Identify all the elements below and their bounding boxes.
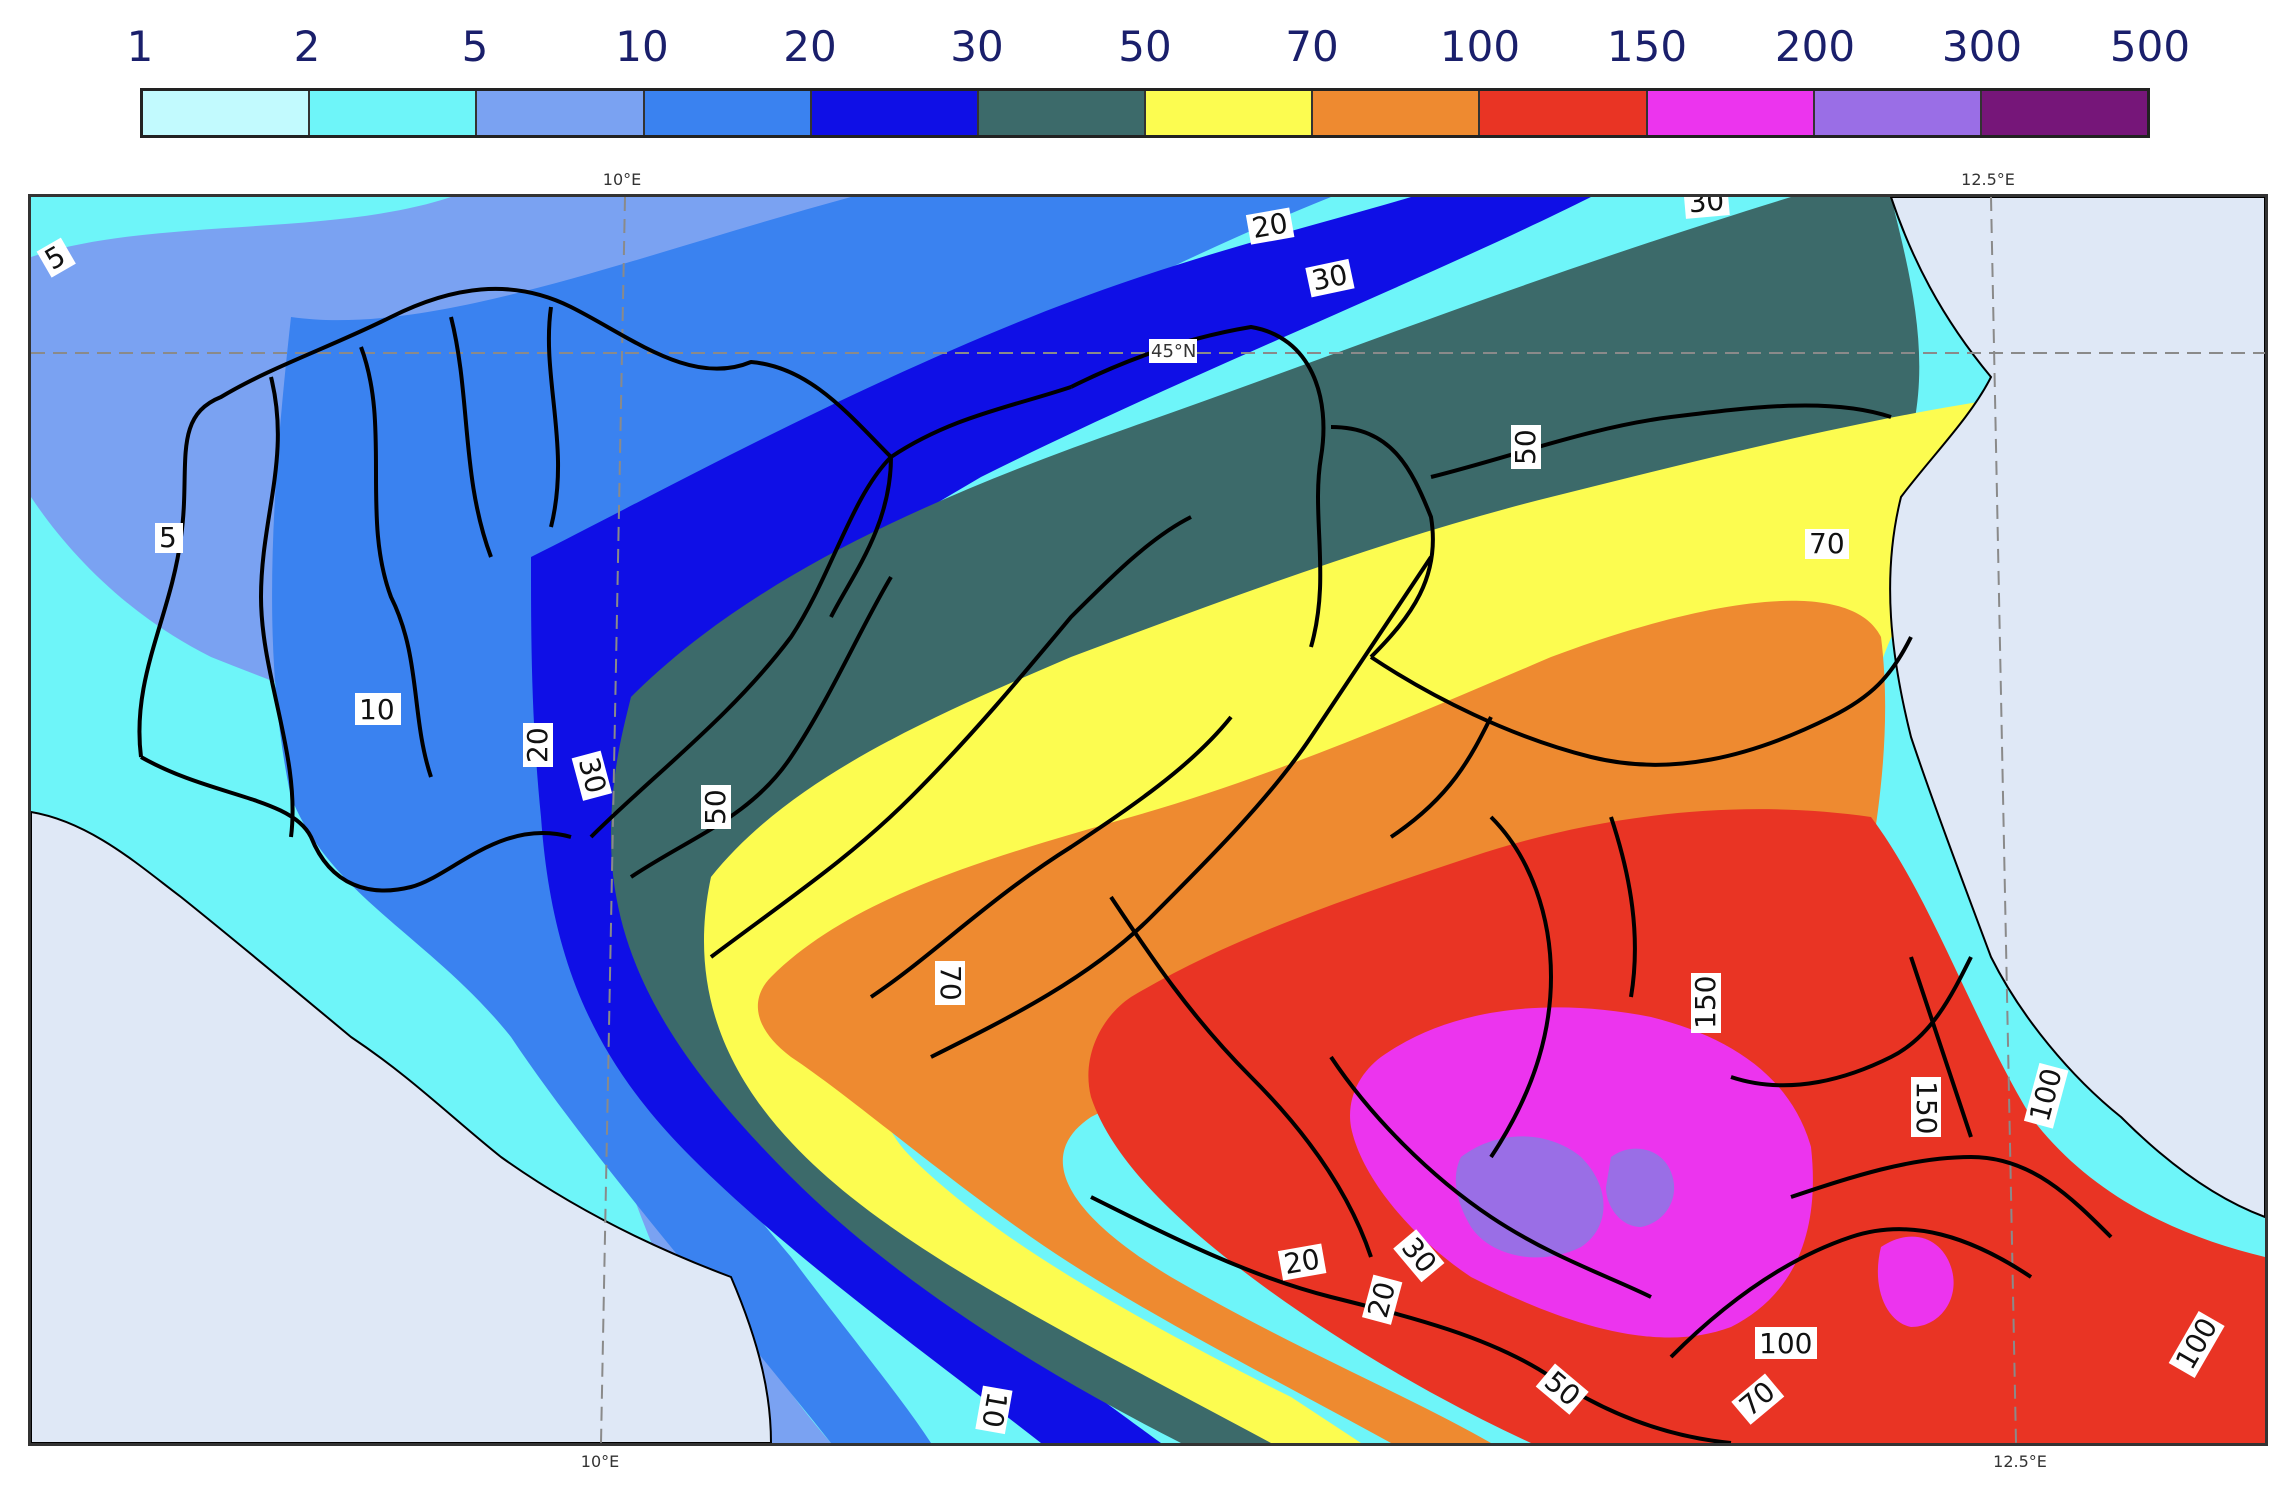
contour-label: 150 bbox=[1910, 1081, 1943, 1134]
legend-swatch bbox=[310, 91, 478, 135]
legend-label: 500 bbox=[2109, 22, 2191, 71]
boundary-center-2 bbox=[1109, 895, 1373, 1258]
boundary-west-inner-1 bbox=[259, 376, 295, 838]
boundary-south-1 bbox=[1090, 1195, 1553, 1379]
legend-swatch bbox=[1146, 91, 1314, 135]
legend-swatch bbox=[143, 91, 311, 135]
boundary-north-2 bbox=[1330, 425, 1435, 659]
legend-label: 10 bbox=[615, 22, 669, 71]
boundary-center-4 bbox=[1389, 716, 1493, 839]
legend-label: 30 bbox=[950, 22, 1004, 71]
legend-label: 2 bbox=[293, 22, 321, 71]
contour-label: 20 bbox=[1249, 206, 1290, 245]
boundary-west-inner-3 bbox=[449, 316, 493, 558]
contour-label: 50 bbox=[1509, 429, 1542, 465]
field-purple bbox=[1455, 1136, 1604, 1258]
boundary-west-inner-2 bbox=[359, 346, 433, 778]
basin-boundaries bbox=[137, 286, 2113, 1443]
contour-label: 10 bbox=[359, 693, 395, 726]
boundary-center-5 bbox=[1489, 815, 1553, 1159]
contour-label: 20 bbox=[1281, 1242, 1322, 1281]
legend-swatch bbox=[477, 91, 645, 135]
contour-label: 10 bbox=[975, 1389, 1014, 1430]
legend-swatch bbox=[811, 91, 979, 135]
grid-lon-12-5e bbox=[1990, 197, 2017, 1443]
boundary-mid-1 bbox=[589, 385, 1072, 839]
field-darkgreen bbox=[611, 197, 1920, 1443]
boundary-west-south bbox=[140, 755, 572, 893]
contour-label: 70 bbox=[1809, 527, 1845, 560]
boundary-east-3 bbox=[1669, 1227, 2033, 1359]
lat-label-45n: 45°N bbox=[1151, 341, 1196, 362]
sea-tyrrhenian bbox=[31, 810, 773, 1443]
contour-labels: 5 5 10 20 30 50 20 30 30 50 70 70 150 15… bbox=[36, 197, 2225, 1435]
legend-label: 20 bbox=[783, 22, 837, 71]
field-magenta-east bbox=[1877, 1236, 1954, 1327]
field-darkblue bbox=[531, 197, 1591, 1443]
top-tick-12-5e: 12.5°E bbox=[1961, 170, 2015, 189]
legend-label: 200 bbox=[1774, 22, 1856, 71]
legend-swatch bbox=[644, 91, 812, 135]
boundary-east-2 bbox=[1790, 1155, 2113, 1239]
legend-label: 5 bbox=[461, 22, 489, 71]
legend-colorbar bbox=[140, 88, 2150, 138]
field-purple-2 bbox=[1606, 1148, 1675, 1227]
contour-label: 150 bbox=[1689, 976, 1722, 1029]
legend-label: 300 bbox=[1941, 22, 2023, 71]
legend-swatch bbox=[1814, 91, 1982, 135]
contour-label: 30 bbox=[1309, 258, 1351, 298]
contour-label: 50 bbox=[699, 789, 732, 825]
graticule bbox=[31, 197, 2265, 1443]
sea-areas bbox=[31, 197, 2265, 1443]
bottom-tick-12-5e: 12.5°E bbox=[1993, 1452, 2047, 1471]
legend-label: 1 bbox=[126, 22, 154, 71]
contour-label: 100 bbox=[1759, 1327, 1812, 1360]
legend-label: 50 bbox=[1118, 22, 1172, 71]
boundary-mid-4 bbox=[869, 715, 1233, 999]
legend-swatch bbox=[1981, 91, 2148, 135]
legend-label: 70 bbox=[1285, 22, 1339, 71]
boundary-east-1 bbox=[1730, 956, 1973, 1088]
top-tick-10e: 10°E bbox=[602, 170, 642, 189]
map-canvas: 5 5 10 20 30 50 20 30 30 50 70 70 150 15… bbox=[31, 197, 2265, 1443]
legend-swatch bbox=[1313, 91, 1481, 135]
boundary-east-4 bbox=[1909, 956, 1973, 1138]
boundary-south-2 bbox=[1329, 1055, 1652, 1299]
boundary-north-3 bbox=[1430, 403, 1892, 479]
field-lightblue-west bbox=[31, 197, 931, 1443]
boundary-mid-2 bbox=[629, 575, 893, 879]
contour-label: 5 bbox=[159, 521, 177, 554]
boundary-center-3 bbox=[1369, 636, 1913, 767]
field-mediumblue bbox=[272, 197, 1331, 1443]
bottom-tick-10e: 10°E bbox=[580, 1452, 620, 1471]
boundary-center-1 bbox=[930, 555, 1433, 1059]
legend-swatch bbox=[1647, 91, 1815, 135]
boundary-mid-3 bbox=[709, 515, 1192, 959]
boundary-west-inner-4 bbox=[546, 306, 561, 528]
precipitation-map: 5 5 10 20 30 50 20 30 30 50 70 70 150 15… bbox=[28, 194, 2268, 1446]
contour-label: 30 bbox=[1687, 197, 1725, 220]
contour-label: 70 bbox=[934, 965, 967, 1001]
legend-swatch bbox=[978, 91, 1147, 135]
contour-label: 20 bbox=[521, 727, 554, 763]
boundary-center-6 bbox=[1609, 816, 1637, 998]
legend-label: 100 bbox=[1439, 22, 1521, 71]
legend-swatch bbox=[1480, 91, 1648, 135]
legend-label: 150 bbox=[1606, 22, 1688, 71]
sea-adriatic bbox=[1889, 197, 2265, 1219]
precipitation-legend: 1 2 5 10 20 30 50 70 100 150 200 300 500 bbox=[0, 0, 2292, 150]
grid-lon-10e bbox=[600, 197, 626, 1443]
